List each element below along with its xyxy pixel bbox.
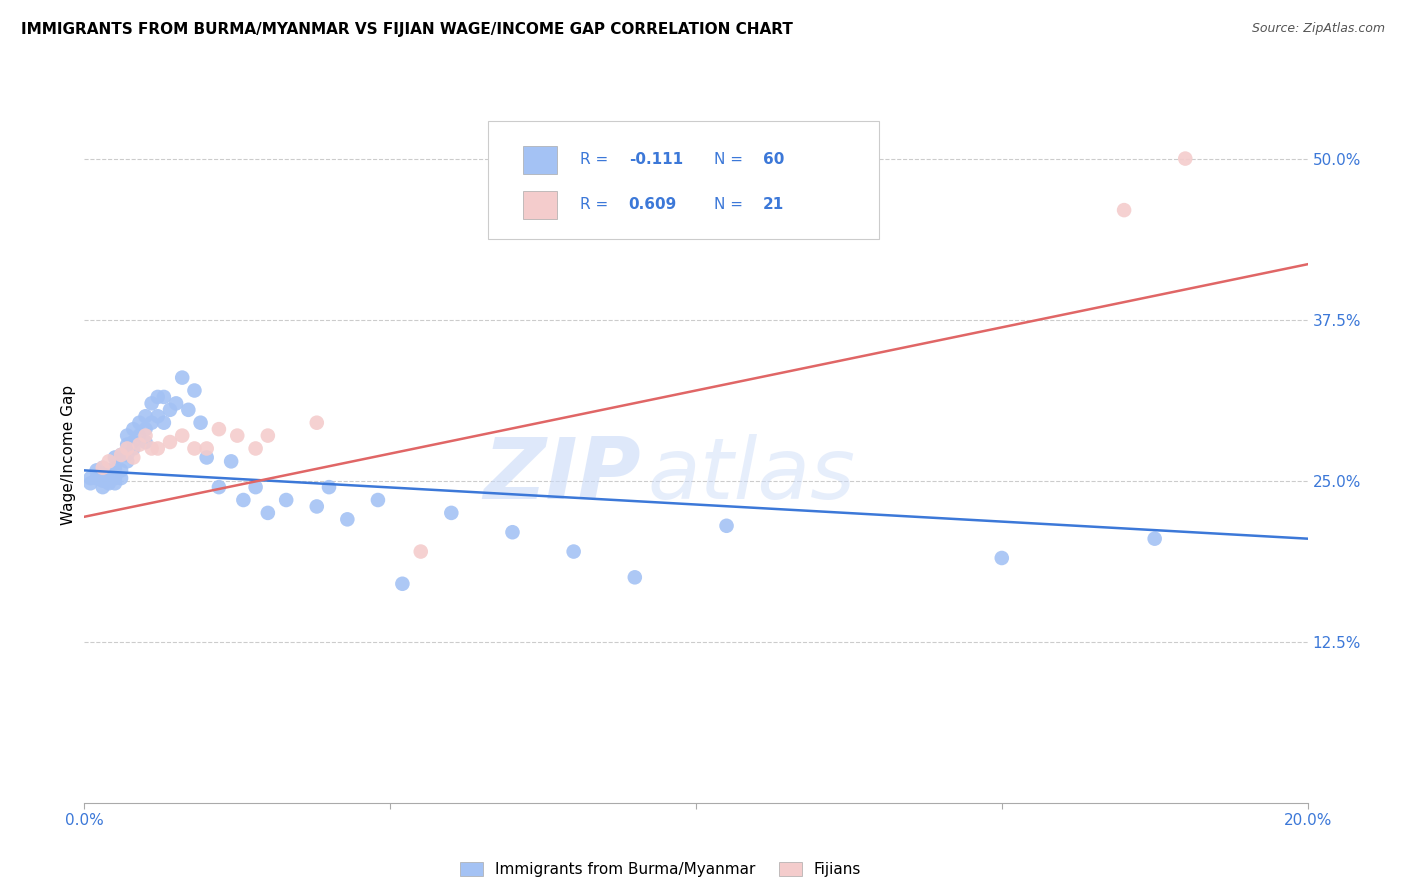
- Point: [195, 442, 218, 456]
- Point: [141, 416, 163, 430]
- Point: [115, 448, 138, 462]
- Point: [318, 480, 340, 494]
- Point: [122, 450, 145, 465]
- Point: [624, 570, 647, 584]
- FancyBboxPatch shape: [523, 146, 557, 174]
- Point: [135, 409, 157, 424]
- Point: [104, 476, 127, 491]
- Point: [991, 551, 1014, 566]
- Point: [115, 428, 138, 442]
- Point: [1143, 532, 1166, 546]
- Text: ZIP: ZIP: [484, 434, 641, 517]
- Point: [97, 454, 120, 468]
- Point: [245, 480, 267, 494]
- Text: 60: 60: [763, 152, 785, 167]
- Point: [115, 454, 138, 468]
- Point: [305, 416, 328, 430]
- Point: [502, 525, 524, 540]
- Point: [104, 460, 127, 475]
- Text: 0.609: 0.609: [628, 197, 676, 212]
- Point: [91, 460, 114, 475]
- Point: [97, 474, 120, 488]
- FancyBboxPatch shape: [488, 121, 880, 239]
- Point: [79, 476, 101, 491]
- Point: [232, 493, 254, 508]
- Point: [122, 435, 145, 450]
- Point: [110, 448, 132, 462]
- Point: [367, 493, 389, 508]
- Y-axis label: Wage/Income Gap: Wage/Income Gap: [60, 384, 76, 525]
- Point: [177, 402, 200, 417]
- Point: [146, 442, 169, 456]
- Text: IMMIGRANTS FROM BURMA/MYANMAR VS FIJIAN WAGE/INCOME GAP CORRELATION CHART: IMMIGRANTS FROM BURMA/MYANMAR VS FIJIAN …: [21, 22, 793, 37]
- Point: [115, 437, 138, 451]
- Point: [159, 402, 181, 417]
- Point: [110, 463, 132, 477]
- Point: [110, 471, 132, 485]
- Point: [122, 422, 145, 436]
- Point: [440, 506, 463, 520]
- Text: R =: R =: [579, 152, 613, 167]
- Point: [104, 471, 127, 485]
- Point: [391, 576, 413, 591]
- Point: [172, 370, 194, 384]
- Point: [97, 463, 120, 477]
- Point: [190, 416, 212, 430]
- Point: [165, 396, 187, 410]
- Point: [245, 442, 267, 456]
- Point: [1174, 152, 1197, 166]
- Point: [115, 442, 138, 456]
- Point: [716, 518, 738, 533]
- Point: [86, 471, 108, 485]
- Point: [122, 442, 145, 456]
- Point: [135, 435, 157, 450]
- Point: [79, 471, 101, 485]
- Point: [128, 416, 150, 430]
- Text: N =: N =: [714, 152, 748, 167]
- Point: [219, 454, 242, 468]
- Point: [257, 506, 280, 520]
- Point: [208, 422, 231, 436]
- Point: [562, 544, 585, 558]
- Text: R =: R =: [579, 197, 613, 212]
- Text: atlas: atlas: [647, 434, 855, 517]
- Point: [146, 390, 169, 404]
- Point: [183, 442, 205, 456]
- Point: [336, 512, 359, 526]
- Point: [153, 416, 176, 430]
- Text: Source: ZipAtlas.com: Source: ZipAtlas.com: [1251, 22, 1385, 36]
- Text: -0.111: -0.111: [628, 152, 683, 167]
- Point: [195, 450, 218, 465]
- Text: N =: N =: [714, 197, 748, 212]
- FancyBboxPatch shape: [523, 191, 557, 219]
- Point: [135, 422, 157, 436]
- Point: [183, 384, 205, 398]
- Point: [1114, 203, 1136, 218]
- Point: [91, 460, 114, 475]
- Text: 21: 21: [763, 197, 785, 212]
- Point: [159, 435, 181, 450]
- Legend: Immigrants from Burma/Myanmar, Fijians: Immigrants from Burma/Myanmar, Fijians: [454, 855, 868, 883]
- Point: [257, 428, 280, 442]
- Point: [141, 396, 163, 410]
- Point: [305, 500, 328, 514]
- Point: [153, 390, 176, 404]
- Point: [91, 474, 114, 488]
- Point: [86, 463, 108, 477]
- Point: [226, 428, 249, 442]
- Point: [141, 442, 163, 456]
- Point: [146, 409, 169, 424]
- Point: [110, 448, 132, 462]
- Point: [97, 476, 120, 491]
- Point: [135, 428, 157, 442]
- Point: [409, 544, 432, 558]
- Point: [91, 480, 114, 494]
- Point: [172, 428, 194, 442]
- Point: [276, 493, 298, 508]
- Point: [208, 480, 231, 494]
- Point: [128, 437, 150, 451]
- Point: [104, 450, 127, 465]
- Point: [128, 428, 150, 442]
